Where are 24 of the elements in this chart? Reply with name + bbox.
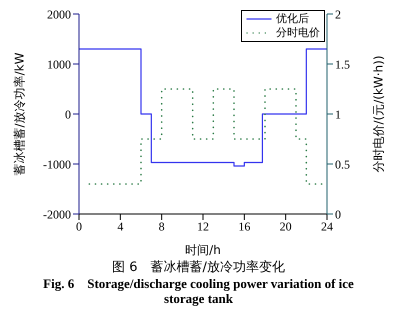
legend-label: 优化后 bbox=[276, 12, 309, 26]
y-tick-label: 2000 bbox=[47, 7, 71, 22]
y2-tick-label: 0 bbox=[335, 207, 341, 222]
x-tick-label: 24 bbox=[321, 220, 333, 234]
y-tick-label: -2000 bbox=[43, 207, 71, 222]
x-axis-title: 时间/h bbox=[185, 243, 221, 257]
x-tick-label: 20 bbox=[280, 220, 292, 234]
x-tick-label: 0 bbox=[76, 220, 82, 234]
y2-tick-label: 2 bbox=[335, 7, 341, 22]
text: 图 6 蓄冰槽蓄/放冷功率变化 bbox=[111, 259, 286, 276]
y2-tick-label: 0.5 bbox=[335, 157, 350, 172]
y2-axis-title: 分时电价/(元/(kW·h)) bbox=[371, 55, 386, 173]
y-tick-label: -1000 bbox=[43, 157, 71, 172]
x-tick-label: 4 bbox=[117, 220, 124, 234]
x-tick-label: 12 bbox=[197, 220, 209, 234]
text: Fig. 6 Storage/discharge cooling power variation of ice storage tank bbox=[42, 276, 355, 306]
legend-label: 分时电价 bbox=[276, 26, 320, 40]
y2-tick-label: 1.5 bbox=[335, 57, 350, 72]
y2-tick-label: 1 bbox=[335, 107, 341, 122]
y-tick-label: 1000 bbox=[47, 57, 71, 72]
y-axis-title: 蓄冰槽蓄/放冷功率/kW bbox=[12, 52, 26, 176]
x-tick-label: 8 bbox=[158, 220, 165, 234]
y-tick-label: 0 bbox=[65, 107, 71, 122]
x-tick-label: 16 bbox=[238, 220, 250, 234]
